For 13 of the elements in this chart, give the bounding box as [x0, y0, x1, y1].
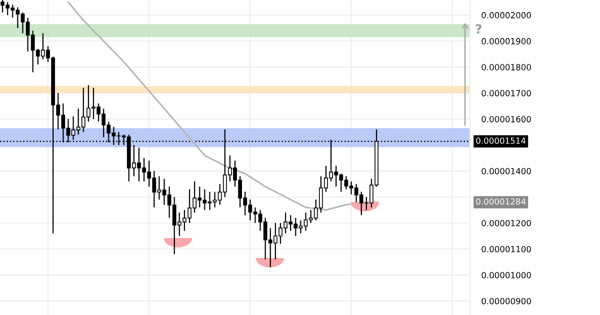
y-tick-label: 0.00001200	[482, 220, 531, 226]
y-tick-label: 0.00001000	[482, 272, 531, 278]
y-tick-label: 0.00001700	[482, 90, 531, 96]
y-tick-label: 0.00001900	[482, 38, 531, 44]
y-tick-label: 0.00001800	[482, 64, 531, 70]
y-tick-label: 0.00001600	[482, 116, 531, 122]
y-tick-label: 0.00001100	[482, 246, 531, 252]
y-tick-label: 0.00000900	[482, 298, 531, 304]
text: 0.00001284	[476, 198, 526, 205]
y-tick-label: 0.00001400	[482, 168, 531, 174]
y-tick-label: 0.00002000	[482, 12, 531, 18]
text: ?	[476, 24, 482, 34]
ref-line-label: 0.00001514	[476, 138, 526, 144]
